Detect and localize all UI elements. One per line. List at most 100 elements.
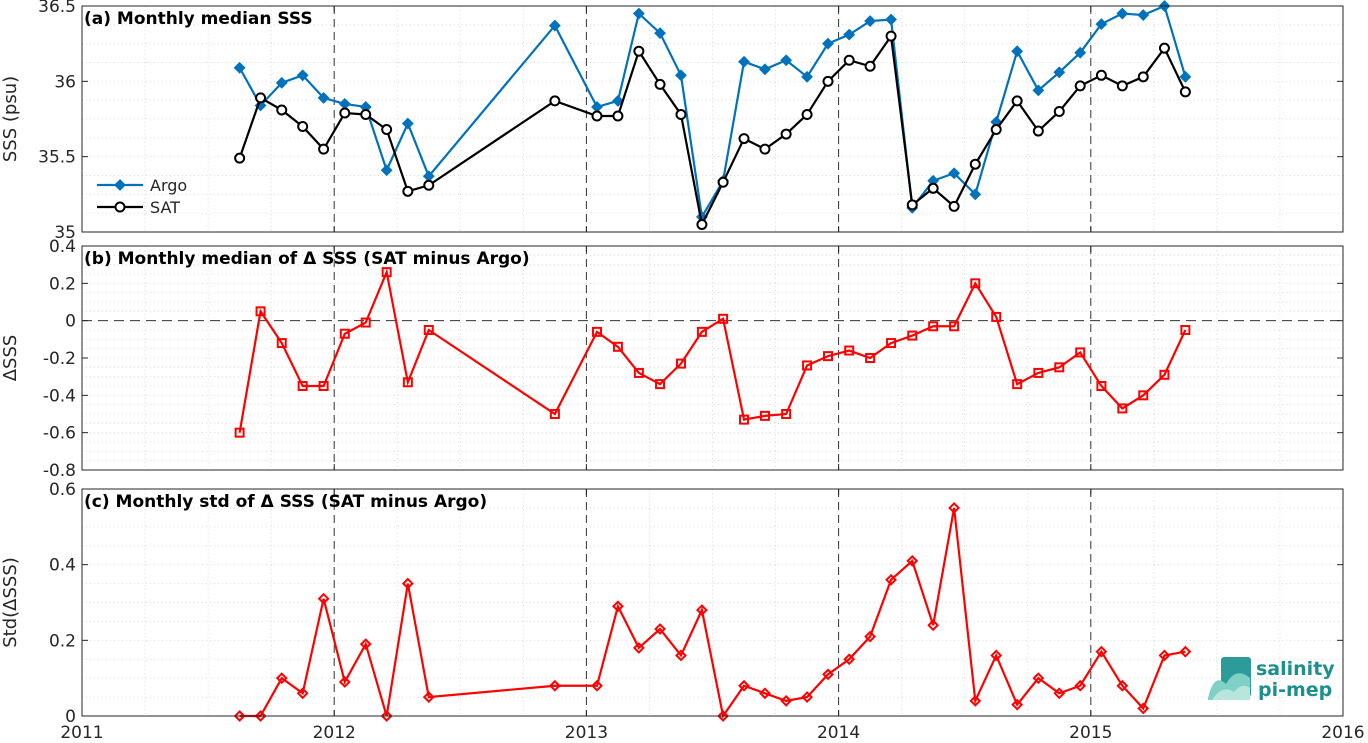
y-tick-label: 0.2: [49, 274, 76, 294]
series-line: [238, 4, 1187, 221]
data-point: [591, 110, 603, 122]
y-axis-label: Std(ΔSSS): [0, 557, 21, 648]
x-tick-label: 2014: [817, 723, 860, 743]
data-point: [843, 653, 856, 666]
data-point: [738, 55, 750, 68]
data-point: [759, 63, 771, 76]
data-point: [654, 623, 666, 635]
data-point: [1137, 71, 1149, 83]
data-point: [275, 672, 288, 685]
data-point: [1074, 679, 1087, 692]
data-point: [906, 199, 918, 211]
data-point: [296, 687, 309, 700]
data-point: [1137, 702, 1150, 715]
data-point: [1074, 80, 1086, 92]
data-point: [801, 70, 813, 83]
x-tick-label: 2015: [1069, 723, 1112, 743]
data-point: [948, 167, 961, 180]
data-point: [360, 317, 371, 328]
series-sat: [234, 30, 1191, 230]
legend-marker: [114, 201, 126, 213]
logo-wave-icon: [1208, 657, 1251, 700]
data-point: [1179, 70, 1192, 83]
logo-text-salinity: salinity: [1256, 658, 1335, 680]
y-tick-label: -0.4: [43, 386, 76, 406]
data-point: [843, 28, 856, 41]
x-tick-label: 2016: [1321, 723, 1364, 743]
data-point: [1075, 347, 1086, 358]
data-point: [780, 694, 793, 707]
data-point: [885, 13, 897, 26]
data-point: [549, 409, 560, 419]
data-point: [885, 573, 897, 586]
grid: [82, 245, 1343, 471]
data-point: [612, 110, 624, 122]
data-point: [801, 108, 813, 120]
data-point: [675, 358, 686, 369]
data-point: [338, 676, 351, 688]
data-point: [822, 75, 834, 87]
data-point: [759, 143, 771, 155]
data-point: [696, 218, 708, 230]
data-point: [759, 410, 770, 421]
x-tick-label: 2013: [565, 723, 608, 743]
data-point: [591, 101, 603, 113]
data-point: [1158, 649, 1171, 662]
data-point: [695, 604, 708, 616]
y-axis-label: SSS (psu): [0, 76, 21, 162]
data-point: [423, 179, 435, 191]
series-1: [233, 502, 1192, 722]
data-point: [591, 326, 602, 337]
data-point: [802, 360, 813, 371]
data-point: [339, 107, 351, 119]
data-point: [234, 152, 246, 164]
data-point: [969, 188, 982, 201]
data-point: [612, 341, 623, 352]
data-point: [970, 278, 981, 289]
data-point: [1138, 390, 1149, 401]
data-point: [632, 641, 645, 654]
data-point: [612, 600, 624, 613]
axes-box: [81, 5, 1344, 233]
data-point: [928, 321, 939, 332]
data-point: [969, 694, 982, 707]
data-point: [655, 379, 666, 390]
data-point: [675, 108, 687, 120]
data-point: [717, 710, 730, 722]
data-point: [1033, 367, 1044, 378]
data-point: [233, 61, 246, 74]
data-point: [275, 76, 288, 89]
data-point: [717, 176, 729, 188]
panel-a: 35 35.5 36 36.5 SSS (psu) (a) Monthly median …: [0, 0, 1344, 243]
grid: [82, 488, 1343, 717]
data-point: [401, 577, 414, 590]
data-point: [549, 95, 561, 107]
data-point: [865, 353, 876, 363]
data-point: [927, 619, 940, 632]
panel-title: (c) Monthly std of Δ SSS (SAT minus Argo…: [84, 492, 487, 512]
series-line: [238, 268, 1187, 433]
data-point: [823, 351, 834, 362]
data-point: [1180, 325, 1191, 335]
data-point: [907, 330, 918, 341]
data-point: [1032, 84, 1045, 97]
data-point: [675, 69, 687, 82]
data-point: [1012, 379, 1023, 390]
data-point: [1011, 698, 1024, 711]
panel-title: (a) Monthly median SSS: [84, 9, 313, 29]
data-point: [317, 592, 330, 605]
data-point: [864, 630, 877, 643]
y-tick-label: 35: [54, 223, 76, 243]
data-point: [718, 313, 729, 324]
y-tick-label: -0.6: [43, 424, 76, 444]
legend: Argo SAT: [97, 176, 187, 217]
data-point: [402, 185, 414, 197]
series-line: [239, 507, 1186, 719]
data-point: [548, 19, 561, 32]
data-point: [1117, 403, 1128, 414]
data-point: [948, 200, 960, 212]
data-point: [591, 679, 603, 692]
data-point: [780, 128, 792, 140]
data-point: [1053, 687, 1066, 700]
series-line: [238, 33, 1187, 228]
